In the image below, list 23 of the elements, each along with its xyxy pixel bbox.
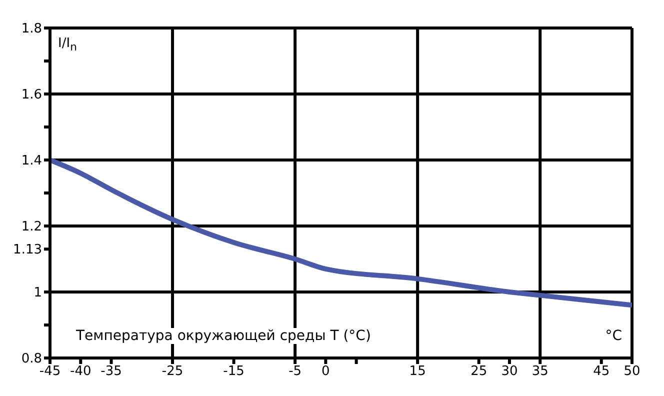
x-tick-label: -35	[100, 364, 122, 380]
x-tick-label: 45	[593, 364, 610, 380]
x-tick-label: 0	[322, 364, 330, 380]
y-tick-label: 1.2	[21, 220, 42, 235]
y-tick-label: 1.4	[21, 154, 42, 169]
y-tick-label: 1.13	[13, 242, 42, 258]
x-tick-label: 50	[624, 364, 640, 380]
x-tick-label: -45	[39, 364, 61, 380]
x-tick-label: 25	[470, 364, 488, 380]
annotation: °C	[605, 328, 622, 344]
x-tick-label: -15	[223, 364, 244, 380]
x-tick-label: -40	[70, 364, 92, 380]
x-tick-label: -5	[288, 364, 302, 380]
y-tick-label: 1.8	[21, 22, 42, 37]
x-tick-label: 15	[409, 364, 426, 380]
x-tick-label: 30	[501, 364, 518, 380]
y-tick-label: 1.6	[21, 88, 42, 103]
x-axis-title: Температура окружающей среды T (°C)	[74, 328, 373, 344]
x-tick-label: 35	[532, 364, 548, 380]
y-axis-title: I/I$_{n}$	[58, 36, 77, 54]
y-tick-label: 1	[34, 286, 42, 301]
y-tick-label: 0.8	[21, 352, 42, 367]
x-tick-label: -25	[162, 364, 184, 380]
